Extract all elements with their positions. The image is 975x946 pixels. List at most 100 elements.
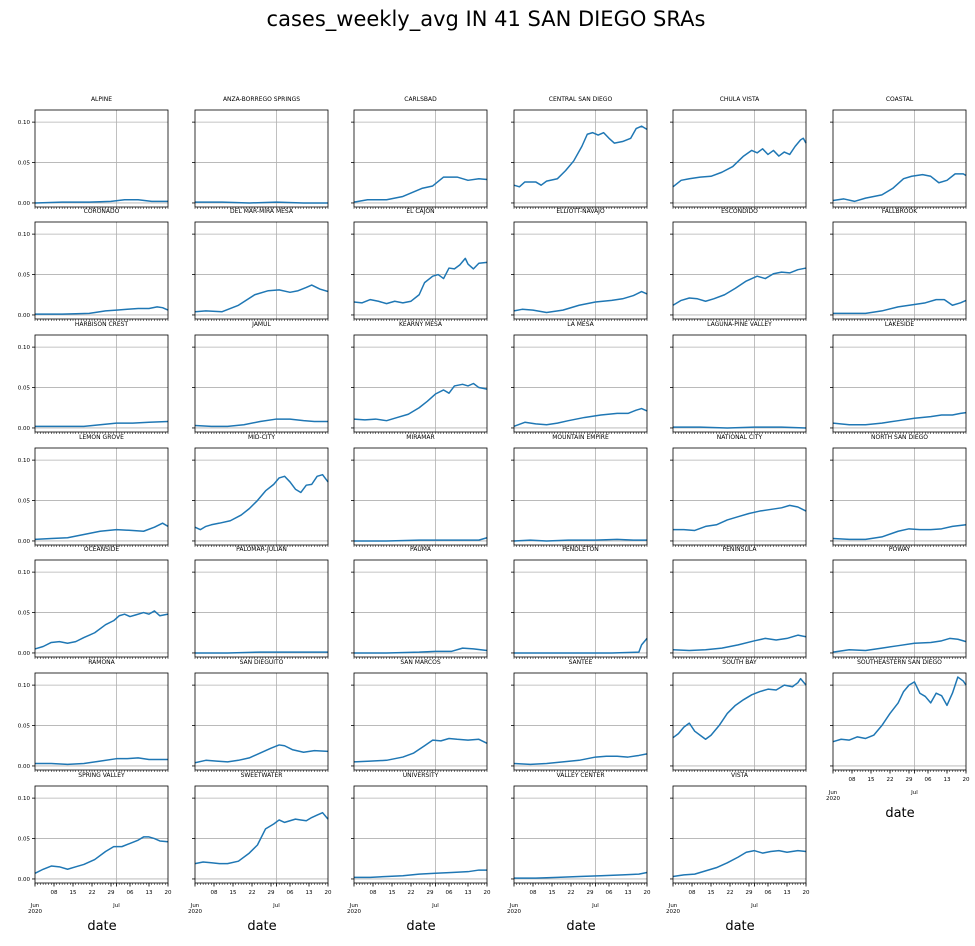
panels: ALPINE 0.00 0.05 0.10 ANZA-BORREGO SPRINGS CA… (18, 96, 970, 934)
x-tick-label: 29 (268, 890, 275, 896)
series-line (832, 676, 967, 743)
axes-frame (194, 109, 329, 208)
x-axis-label: date (885, 806, 914, 821)
series-line (34, 522, 169, 541)
plot-area (354, 110, 487, 207)
y-tick-label: 0.05 (18, 611, 31, 617)
axes-frame (513, 109, 648, 208)
panel-title: LEMON GROVE (79, 434, 124, 441)
panel-title: RAMONA (88, 659, 115, 666)
panel-title: CHULA VISTA (720, 96, 760, 103)
plot-area (35, 335, 168, 432)
series-line (513, 125, 648, 188)
panel: SAN MARCOS (351, 659, 488, 772)
plot-area (514, 448, 647, 545)
series-line (35, 420, 169, 428)
x-tick-label: 08 (849, 777, 856, 783)
x-tick-label: 22 (89, 890, 96, 896)
x-tick-label: 15 (549, 890, 556, 896)
panel: PALOMAR-JULIAN (192, 546, 329, 659)
axes-frame (34, 672, 169, 771)
panel-title: PALOMAR-JULIAN (236, 546, 287, 553)
y-tick-label: 0.10 (18, 570, 31, 576)
panel-title: ANZA-BORREGO SPRINGS (223, 96, 300, 103)
plot-area (195, 786, 328, 883)
x-tick-label: Jun (509, 903, 519, 909)
series-line (354, 647, 488, 654)
panel-title: SOUTHEASTERN SAN DIEGO (857, 659, 942, 666)
plot-area (833, 222, 966, 319)
x-tick-label: 29 (906, 777, 913, 783)
series-line (353, 257, 488, 305)
axes-frame (353, 334, 488, 433)
x-tick-label: 06 (606, 890, 613, 896)
panel: SAN DIEGUITO (192, 659, 329, 772)
series-line (833, 298, 967, 315)
axes-frame (832, 559, 967, 658)
x-tick-label: 20 (644, 890, 651, 896)
x-tick-label: 2020 (666, 909, 680, 915)
plot-area (354, 448, 487, 545)
panel: CARLSBAD (351, 96, 488, 209)
series-line (672, 137, 807, 188)
axes-frame (513, 221, 648, 320)
y-tick-label: 0.00 (18, 764, 31, 770)
plot-area (35, 222, 168, 319)
y-tick-label: 0.10 (18, 796, 31, 802)
plot-area (514, 110, 647, 207)
x-tick-label: Jul (750, 903, 758, 909)
plot-area (35, 786, 168, 883)
series-line (672, 849, 807, 878)
axes-frame (513, 334, 648, 433)
panel-title: CORONADO (84, 208, 120, 215)
panel: POWAY (830, 546, 967, 659)
panel-title: NORTH SAN DIEGO (871, 434, 928, 441)
x-tick-label: 22 (408, 890, 415, 896)
y-tick-label: 0.10 (18, 345, 31, 351)
panel: LA MESA (511, 321, 648, 434)
series-line (832, 637, 967, 653)
x-tick-label: 06 (925, 777, 932, 783)
x-tick-label: 13 (944, 777, 951, 783)
x-tick-label: Jun (668, 903, 678, 909)
panel-title: MID-CITY (248, 434, 275, 441)
y-tick-label: 0.00 (18, 313, 31, 319)
panel-title: HARBISON CREST (75, 321, 129, 328)
y-tick-label: 0.05 (18, 724, 31, 730)
x-tick-label: 22 (727, 890, 734, 896)
x-tick-label: 2020 (347, 909, 361, 915)
y-tick-label: 0.00 (18, 539, 31, 545)
x-tick-label: 29 (587, 890, 594, 896)
y-tick-label: 0.05 (18, 837, 31, 843)
x-tick-label: 13 (465, 890, 472, 896)
series-line (513, 290, 648, 314)
axes-frame (353, 785, 488, 884)
axes-frame (194, 221, 329, 320)
x-axis-label: date (725, 919, 754, 934)
panel: NATIONAL CITY (670, 434, 807, 547)
x-tick-label: 2020 (826, 796, 840, 802)
panel: CHULA VISTA (670, 96, 807, 209)
y-tick-label: 0.05 (18, 499, 31, 505)
plot-area (673, 110, 806, 207)
panel-title: OCEANSIDE (84, 546, 119, 553)
panel-title: PENINSULA (723, 546, 758, 553)
series-line (195, 651, 328, 654)
series-line (673, 426, 807, 429)
x-tick-label: 15 (70, 890, 77, 896)
plot-area (195, 673, 328, 770)
plot-area (35, 110, 168, 207)
axes-frame (34, 109, 169, 208)
axes-frame (513, 447, 648, 546)
plot-area (195, 222, 328, 319)
series-line (194, 418, 328, 428)
plot-area (354, 222, 487, 319)
panel-title: SAN DIEGUITO (240, 659, 284, 666)
y-tick-label: 0.00 (18, 426, 31, 432)
axes-frame (353, 447, 488, 546)
axes-frame (832, 221, 967, 320)
x-tick-label: 2020 (188, 909, 202, 915)
x-tick-label: Jun (828, 790, 838, 796)
series-line (672, 634, 807, 652)
